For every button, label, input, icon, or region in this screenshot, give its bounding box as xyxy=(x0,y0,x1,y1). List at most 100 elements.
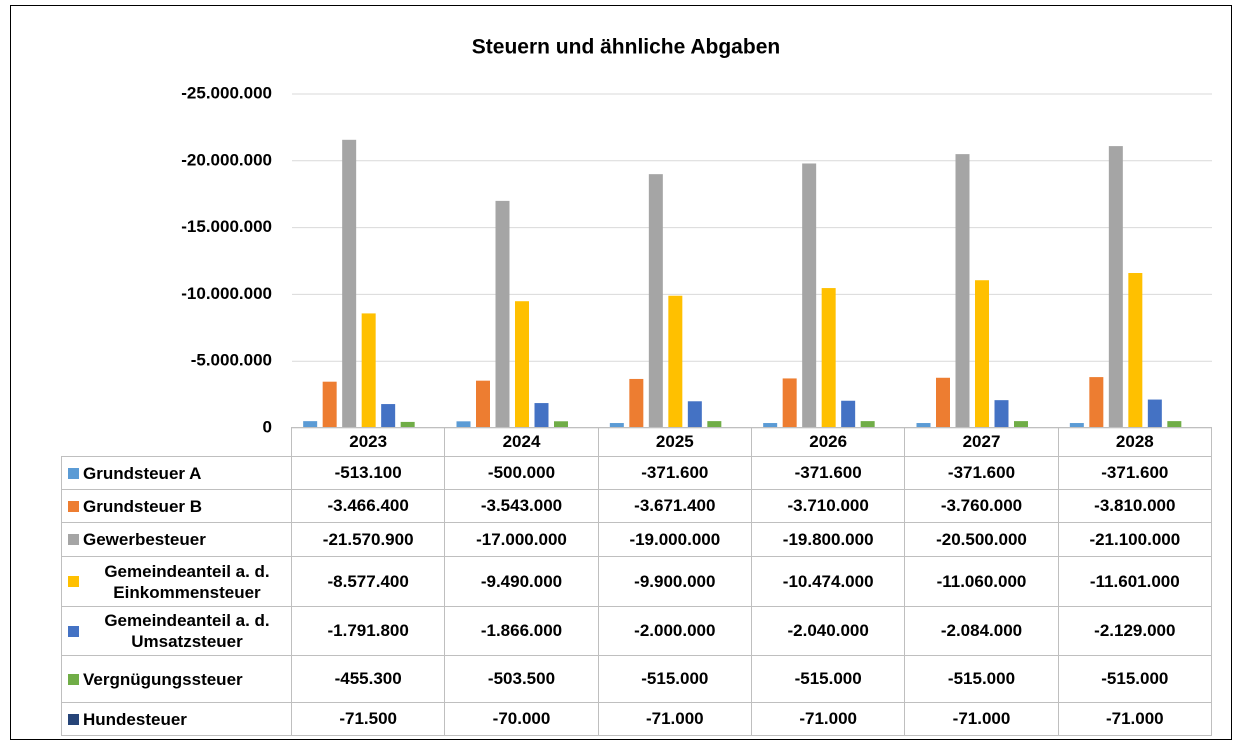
bar xyxy=(821,288,836,428)
bar xyxy=(534,403,549,428)
table-value-cell: -455.300 xyxy=(291,655,446,703)
table-value-cell: -3.760.000 xyxy=(904,489,1059,523)
table-value-cell: -2.000.000 xyxy=(597,606,752,656)
bar xyxy=(955,154,970,428)
table-value-cell: -3.466.400 xyxy=(291,489,446,523)
table-header-cell: 2026 xyxy=(751,427,906,457)
table-value-cell: -20.500.000 xyxy=(904,522,1059,557)
table-value-cell: -10.474.000 xyxy=(751,556,906,607)
y-tick-label: 0 xyxy=(263,417,272,436)
bar xyxy=(1167,421,1182,428)
legend-cell: Gewerbesteuer xyxy=(61,522,292,557)
table-value-cell: -371.600 xyxy=(1057,456,1212,490)
table-value-cell: -513.100 xyxy=(291,456,446,490)
bar xyxy=(303,421,318,428)
table-value-cell: -21.570.900 xyxy=(291,522,446,557)
table-header-cell: 2023 xyxy=(291,427,446,457)
table-value-cell: -17.000.000 xyxy=(444,522,599,557)
y-tick-label: -20.000.000 xyxy=(181,150,272,169)
bar xyxy=(1108,146,1123,428)
table-value-cell: -515.000 xyxy=(1057,655,1212,703)
bar xyxy=(609,423,624,428)
table-value-cell: -9.900.000 xyxy=(597,556,752,607)
table-value-cell: -371.600 xyxy=(751,456,906,490)
table-value-cell: -1.866.000 xyxy=(444,606,599,656)
bar xyxy=(476,380,490,428)
table-value-cell: -515.000 xyxy=(751,655,906,703)
bar xyxy=(936,377,950,428)
bar xyxy=(554,421,568,428)
table-value-cell: -71.500 xyxy=(291,702,446,736)
bar xyxy=(456,421,471,428)
table-value-cell: -71.000 xyxy=(1057,702,1212,736)
bar xyxy=(1128,273,1143,428)
table-value-cell: -71.000 xyxy=(597,702,752,736)
legend-label: Hundesteuer xyxy=(83,709,187,729)
bar xyxy=(361,313,376,428)
bar xyxy=(495,200,510,428)
bar xyxy=(763,423,778,428)
bar xyxy=(841,400,856,428)
legend-cell: Hundesteuer xyxy=(61,702,292,736)
table-header-cell: 2024 xyxy=(444,427,599,457)
table-value-cell: -371.600 xyxy=(904,456,1059,490)
bar xyxy=(342,139,357,428)
table-value-cell: -515.000 xyxy=(904,655,1059,703)
bar xyxy=(687,401,702,428)
y-tick-label: -5.000.000 xyxy=(191,351,272,370)
table-value-cell: -3.810.000 xyxy=(1057,489,1212,523)
bar xyxy=(322,381,337,428)
legend-swatch xyxy=(68,625,79,637)
table-header-cell: 2027 xyxy=(904,427,1059,457)
bar xyxy=(1014,421,1028,428)
bar xyxy=(648,174,663,428)
table-value-cell: -3.543.000 xyxy=(444,489,599,523)
table-value-cell: -1.791.800 xyxy=(291,606,446,656)
bar xyxy=(994,400,1009,428)
legend-swatch xyxy=(68,673,79,685)
bar xyxy=(1147,399,1162,428)
table-value-cell: -2.084.000 xyxy=(904,606,1059,656)
bar xyxy=(707,421,722,428)
legend-label: Gemeindeanteil a. d. Einkommensteuer xyxy=(104,561,270,602)
legend-swatch xyxy=(68,467,79,479)
table-value-cell: -21.100.000 xyxy=(1057,522,1212,557)
legend-cell: Gemeindeanteil a. d. Umsatzsteuer xyxy=(61,606,292,656)
legend-cell: Vergnügungssteuer xyxy=(61,655,292,703)
bar xyxy=(381,404,396,428)
legend-label: Vergnügungssteuer xyxy=(83,669,243,689)
bar xyxy=(668,295,683,428)
table-value-cell: -503.500 xyxy=(444,655,599,703)
table-value-cell: -11.060.000 xyxy=(904,556,1059,607)
table-value-cell: -71.000 xyxy=(904,702,1059,736)
legend-label: Gemeindeanteil a. d. Umsatzsteuer xyxy=(104,611,270,651)
table-value-cell: -9.490.000 xyxy=(444,556,599,607)
legend-cell: Grundsteuer B xyxy=(61,489,292,523)
y-tick-label: -25.000.000 xyxy=(181,83,272,102)
bar xyxy=(400,421,415,428)
legend-swatch xyxy=(68,713,79,725)
table-value-cell: -500.000 xyxy=(444,456,599,490)
table-value-cell: -8.577.400 xyxy=(291,556,446,607)
bar xyxy=(975,280,989,428)
chart-frame xyxy=(10,5,1232,740)
table-value-cell: -3.671.400 xyxy=(597,489,752,523)
table-header-cell: 2028 xyxy=(1057,427,1212,457)
legend-cell: Gemeindeanteil a. d. Einkommensteuer xyxy=(61,556,292,607)
bar xyxy=(916,423,931,428)
legend-swatch xyxy=(68,534,79,545)
table-value-cell: -3.710.000 xyxy=(751,489,906,523)
table-value-cell: -2.129.000 xyxy=(1057,606,1212,656)
table-value-cell: -19.800.000 xyxy=(751,522,906,557)
table-header-cell: 2025 xyxy=(597,427,752,457)
bar xyxy=(860,421,875,428)
legend-swatch xyxy=(68,576,79,587)
table-value-cell: -70.000 xyxy=(444,702,599,736)
legend-label: Grundsteuer A xyxy=(83,463,202,483)
legend-swatch xyxy=(68,500,79,512)
table-value-cell: -71.000 xyxy=(751,702,906,736)
bar xyxy=(629,378,644,428)
bar xyxy=(782,378,797,428)
